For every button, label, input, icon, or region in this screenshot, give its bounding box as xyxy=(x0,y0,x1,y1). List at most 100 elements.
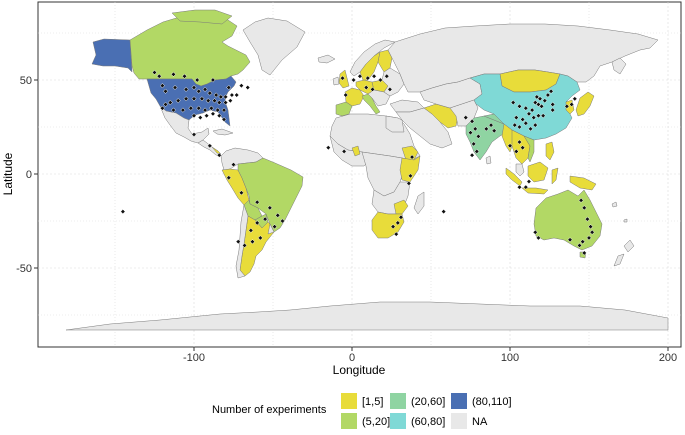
experiment-site-marker xyxy=(535,101,541,107)
experiment-site-marker xyxy=(343,92,349,98)
country-malaysia xyxy=(515,163,525,177)
experiment-site-marker xyxy=(210,111,216,117)
experiment-site-marker xyxy=(210,77,216,83)
experiment-site-marker xyxy=(516,103,523,109)
experiment-site-marker xyxy=(469,118,475,124)
country-egypt xyxy=(385,115,405,133)
x-tick-label: 200 xyxy=(659,352,677,364)
experiment-site-marker xyxy=(586,235,592,241)
country-uruguay xyxy=(267,223,275,235)
experiment-site-marker xyxy=(254,199,260,205)
experiment-site-marker xyxy=(242,242,248,248)
country-panama-costa-rica xyxy=(211,146,222,155)
experiment-site-marker xyxy=(191,131,197,138)
experiment-site-marker xyxy=(395,220,401,226)
experiment-site-marker xyxy=(226,84,232,91)
experiment-site-marker xyxy=(254,220,260,226)
country-indonesia-java xyxy=(521,187,549,195)
experiment-site-marker xyxy=(545,92,551,98)
experiment-site-marker xyxy=(159,105,165,111)
experiment-site-marker xyxy=(205,98,211,104)
country-ireland xyxy=(332,76,340,86)
experiment-site-marker xyxy=(407,173,414,179)
experiment-site-marker xyxy=(369,86,376,92)
country-russia-kamchatka xyxy=(611,57,627,75)
experiment-site-marker xyxy=(230,162,237,168)
y-axis-title: Latitude xyxy=(1,152,15,195)
country-ghana-nigeria xyxy=(351,145,361,157)
country-brazil xyxy=(237,157,304,233)
country-australia xyxy=(533,189,603,251)
experiment-site-marker xyxy=(216,152,222,158)
experiment-site-marker xyxy=(208,105,214,111)
legend-label: (5,20] xyxy=(362,416,390,428)
experiment-site-marker xyxy=(520,116,526,123)
experiment-site-marker xyxy=(275,212,281,218)
experiment-site-marker xyxy=(188,105,194,111)
country-pacific-islands xyxy=(611,201,628,223)
experiment-site-marker xyxy=(216,113,222,119)
experiment-site-marker xyxy=(512,122,518,128)
experiment-site-marker xyxy=(197,115,203,121)
experiment-site-marker xyxy=(216,100,222,106)
experiment-site-marker xyxy=(202,107,208,113)
experiment-site-marker xyxy=(377,77,383,83)
country-iceland xyxy=(317,54,336,64)
experiment-site-marker xyxy=(267,205,273,211)
experiment-site-marker xyxy=(194,77,200,83)
landmasses xyxy=(65,9,669,331)
experiment-site-marker xyxy=(183,86,189,92)
experiment-site-marker xyxy=(550,107,556,113)
experiment-site-marker xyxy=(569,101,575,107)
experiment-site-marker xyxy=(540,113,546,119)
experiment-site-marker xyxy=(584,216,590,222)
experiment-site-marker xyxy=(548,88,554,94)
country-mexico xyxy=(159,105,210,144)
experiment-site-marker xyxy=(513,115,519,121)
experiment-site-marker xyxy=(371,73,377,79)
experiment-site-marker xyxy=(542,98,548,104)
country-chile xyxy=(235,204,249,279)
experiment-site-marker xyxy=(578,197,584,203)
x-tick-label: 0 xyxy=(349,352,355,364)
experiment-site-marker xyxy=(390,224,396,230)
experiment-site-marker xyxy=(234,92,240,98)
y-tick-label: 0 xyxy=(26,169,32,181)
experiment-site-marker xyxy=(491,128,497,134)
experiment-site-marker xyxy=(229,92,235,98)
experiment-site-marker xyxy=(520,145,526,151)
experiment-site-marker xyxy=(223,100,229,106)
experiment-site-marker xyxy=(529,107,535,113)
experiment-site-marker xyxy=(257,235,263,241)
experiment-site-marker xyxy=(483,126,489,132)
y-tick-label: -50 xyxy=(16,263,32,275)
experiment-site-marker xyxy=(467,130,474,136)
experiment-site-marker xyxy=(526,178,532,185)
experiment-site-marker xyxy=(469,152,475,158)
experiment-site-marker xyxy=(151,69,158,76)
country-greenland xyxy=(242,17,306,76)
experiment-site-marker xyxy=(199,96,205,102)
experiment-site-marker xyxy=(341,148,347,154)
experiment-site-marker xyxy=(235,239,241,245)
legend: Number of experiments [1,5] (5,20] (20,60]… xyxy=(212,393,512,429)
experiment-site-marker xyxy=(245,84,251,91)
experiment-site-marker xyxy=(238,190,244,196)
experiment-site-marker xyxy=(279,218,286,224)
experiment-site-marker xyxy=(475,133,481,139)
legend-label: (20,60] xyxy=(411,396,445,408)
experiment-site-marker xyxy=(516,124,523,130)
experiment-site-marker xyxy=(516,184,523,190)
experiment-site-marker xyxy=(221,116,227,123)
experiment-site-marker xyxy=(249,239,256,245)
legend-label: (80,110] xyxy=(472,396,512,408)
experiment-site-marker xyxy=(163,101,169,107)
experiment-site-marker xyxy=(191,84,197,91)
y-tick-label: 50 xyxy=(20,75,32,87)
legend-title: Number of experiments xyxy=(212,404,327,416)
experiment-site-marker xyxy=(472,126,478,132)
experiment-site-marker xyxy=(488,122,494,128)
experiment-site-marker xyxy=(567,237,573,243)
experiment-site-marker xyxy=(474,148,480,154)
